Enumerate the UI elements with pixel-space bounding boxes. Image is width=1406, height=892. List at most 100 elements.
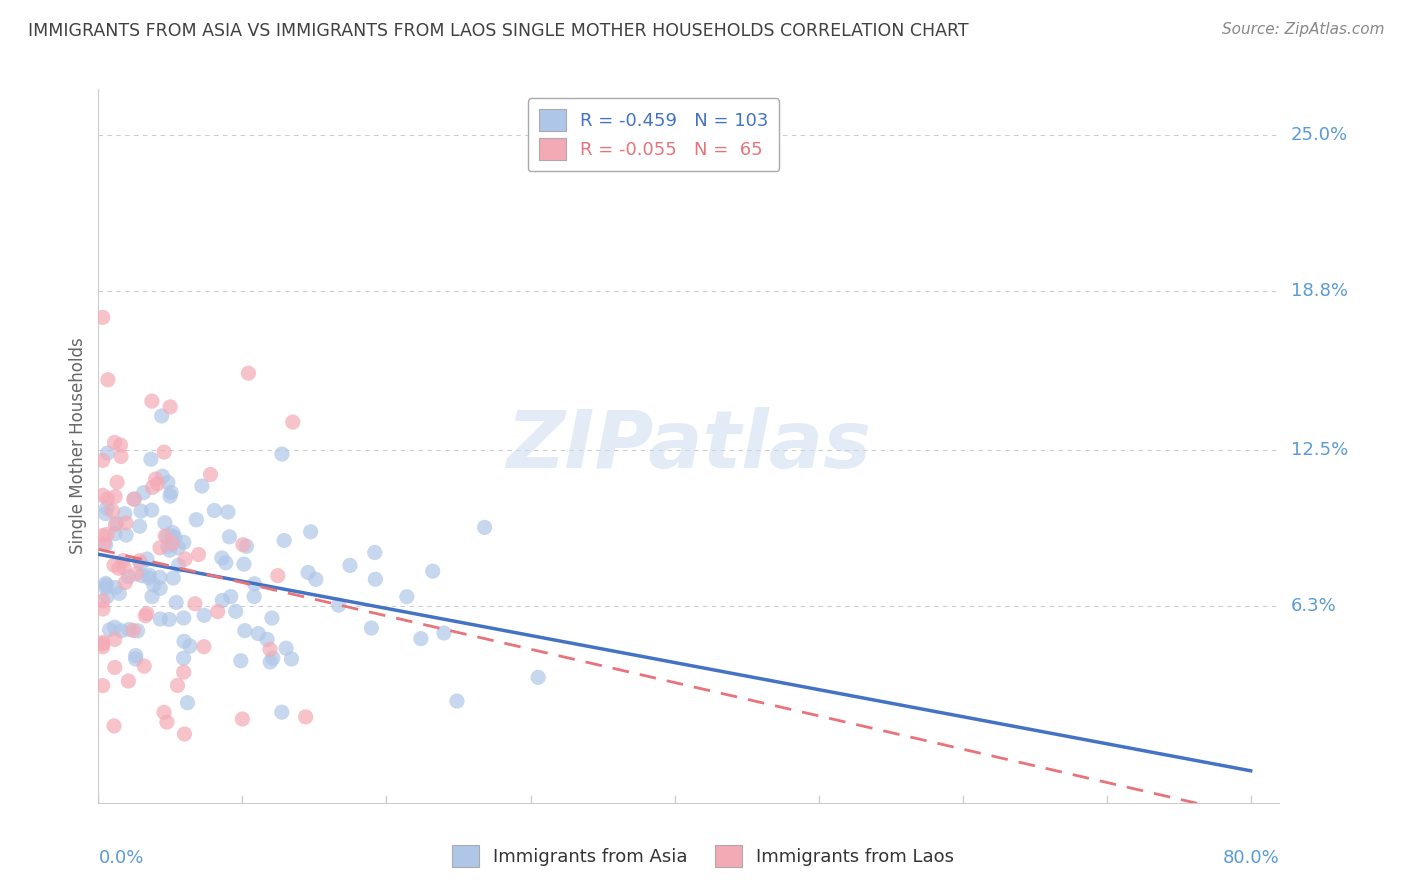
Point: [91, 310, 114, 325]
Point: [274, 641, 297, 656]
Point: [297, 566, 319, 580]
Text: 6.3%: 6.3%: [1291, 597, 1336, 615]
Point: [167, 558, 190, 573]
Point: [150, 409, 173, 423]
Point: [193, 640, 215, 654]
Point: [141, 590, 163, 604]
Point: [142, 578, 165, 592]
Point: [104, 620, 127, 634]
Point: [247, 626, 270, 640]
Point: [233, 557, 256, 571]
Point: [173, 611, 195, 625]
Point: [111, 553, 134, 567]
Point: [91, 637, 114, 651]
Point: [93, 536, 115, 550]
Point: [114, 575, 136, 590]
Point: [103, 558, 125, 573]
Point: [91, 453, 114, 467]
Point: [176, 696, 198, 710]
Point: [104, 632, 127, 647]
Point: [141, 480, 163, 494]
Point: [127, 624, 149, 638]
Point: [103, 719, 125, 733]
Point: [364, 572, 387, 586]
Legend: R = -0.459   N = 103, R = -0.055   N =  65: R = -0.459 N = 103, R = -0.055 N = 65: [527, 98, 779, 171]
Point: [94, 507, 117, 521]
Point: [280, 652, 302, 666]
Point: [96, 527, 118, 541]
Point: [118, 623, 141, 637]
Point: [160, 536, 183, 550]
Point: [91, 635, 114, 649]
Point: [146, 476, 169, 491]
Point: [149, 582, 172, 596]
Point: [104, 490, 127, 504]
Point: [156, 529, 179, 543]
Point: [160, 485, 183, 500]
Point: [138, 571, 160, 585]
Point: [233, 624, 256, 638]
Point: [94, 576, 117, 591]
Point: [200, 467, 222, 482]
Point: [124, 652, 146, 666]
Point: [364, 545, 387, 559]
Point: [141, 503, 163, 517]
Point: [110, 450, 132, 464]
Point: [235, 539, 257, 553]
Point: [149, 570, 172, 584]
Point: [256, 632, 278, 647]
Point: [91, 640, 114, 654]
Point: [98, 623, 121, 637]
Point: [527, 670, 550, 684]
Point: [207, 605, 229, 619]
Point: [215, 556, 238, 570]
Point: [139, 452, 162, 467]
Point: [409, 632, 432, 646]
Point: [91, 488, 114, 502]
Point: [112, 560, 135, 574]
Point: [129, 557, 152, 571]
Point: [96, 578, 118, 592]
Point: [122, 492, 145, 507]
Point: [165, 530, 187, 544]
Point: [115, 528, 138, 542]
Point: [187, 548, 209, 562]
Point: [474, 520, 496, 534]
Point: [259, 655, 281, 669]
Point: [104, 581, 127, 595]
Point: [299, 524, 322, 539]
Point: [91, 679, 114, 693]
Point: [108, 586, 131, 600]
Point: [132, 485, 155, 500]
Point: [108, 561, 131, 575]
Point: [149, 541, 172, 555]
Point: [153, 706, 176, 720]
Point: [110, 624, 132, 638]
Point: [270, 705, 292, 719]
Point: [211, 593, 233, 607]
Point: [94, 581, 117, 595]
Point: [231, 712, 253, 726]
Point: [159, 543, 181, 558]
Point: [91, 528, 114, 542]
Point: [174, 552, 197, 566]
Point: [243, 577, 266, 591]
Point: [96, 491, 118, 506]
Point: [103, 435, 125, 450]
Text: 12.5%: 12.5%: [1291, 441, 1348, 458]
Point: [160, 529, 183, 543]
Point: [101, 504, 124, 518]
Point: [395, 590, 418, 604]
Point: [159, 400, 181, 414]
Point: [117, 570, 139, 584]
Point: [145, 472, 167, 486]
Point: [179, 639, 201, 653]
Point: [135, 552, 157, 566]
Point: [156, 539, 179, 553]
Point: [135, 607, 157, 621]
Point: [156, 475, 179, 490]
Text: 18.8%: 18.8%: [1291, 282, 1347, 300]
Point: [219, 590, 242, 604]
Point: [117, 673, 139, 688]
Point: [96, 590, 118, 604]
